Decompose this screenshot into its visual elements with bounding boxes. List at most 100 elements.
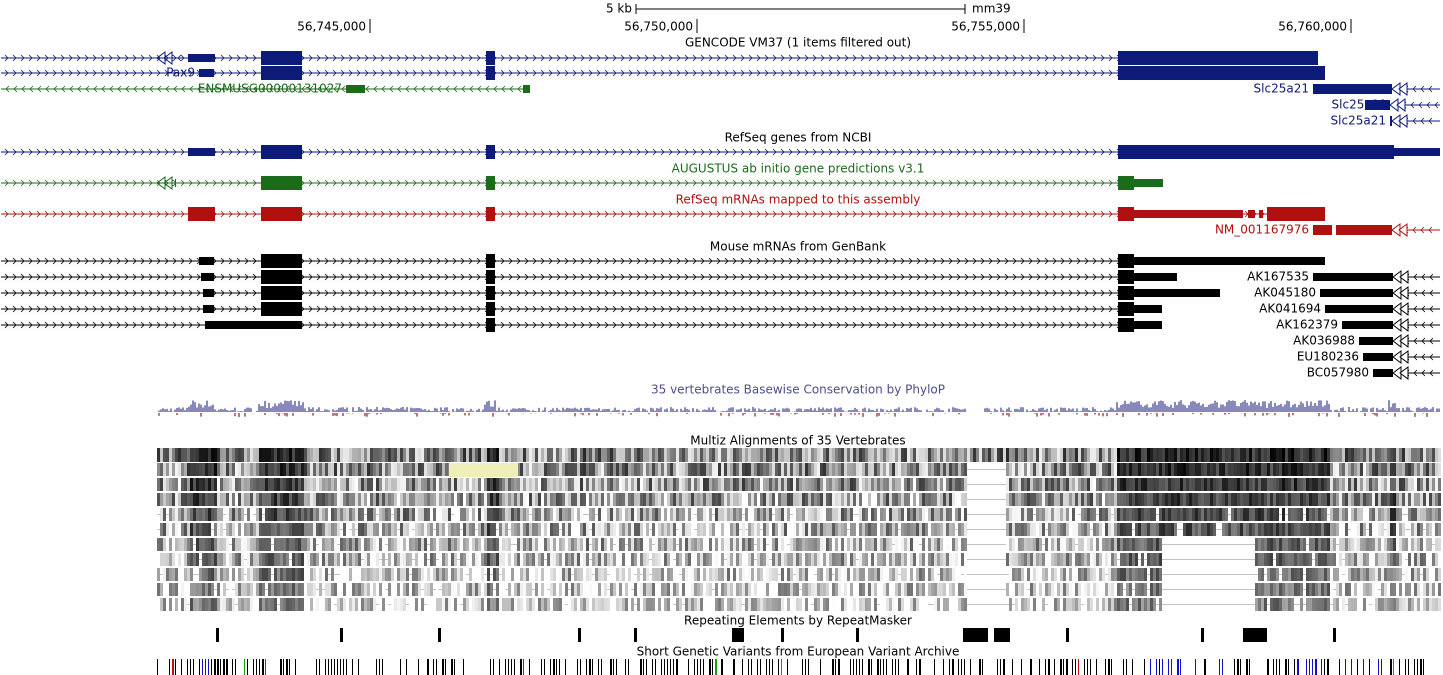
- alignment-column: [1237, 523, 1240, 536]
- alignment-column: [280, 463, 283, 476]
- alignment-column: [730, 508, 733, 521]
- alignment-column: [403, 448, 406, 462]
- alignment-column: [1030, 448, 1033, 462]
- alignment-column: [925, 478, 928, 491]
- alignment-column: [943, 583, 946, 596]
- alignment-column: [511, 568, 514, 581]
- alignment-column: [1318, 583, 1321, 596]
- alignment-column: [1390, 508, 1393, 521]
- alignment-column: [514, 598, 517, 611]
- alignment-column: [823, 463, 826, 476]
- alignment-column: [250, 463, 253, 476]
- alignment-column: [931, 553, 934, 566]
- alignment-column: [811, 568, 814, 581]
- alignment-column: [817, 508, 820, 521]
- alignment-column: [589, 478, 592, 491]
- alignment-column: [691, 568, 694, 581]
- alignment-column: [679, 538, 682, 551]
- alignment-column: [1390, 493, 1393, 506]
- alignment-column: [580, 523, 583, 536]
- alignment-column: [610, 598, 613, 611]
- alignment-column: [694, 583, 697, 596]
- alignment-column: [370, 538, 373, 551]
- alignment-column: [958, 493, 961, 506]
- alignment-column: [898, 508, 901, 521]
- alignment-column: [505, 508, 508, 521]
- alignment-column: [310, 508, 313, 521]
- alignment-column: [1300, 598, 1303, 611]
- alignment-column: [622, 583, 625, 596]
- alignment-column: [817, 478, 820, 491]
- alignment-column: [352, 598, 355, 611]
- alignment-column: [1345, 583, 1348, 596]
- alignment-column: [1426, 568, 1429, 581]
- alignment-column: [1312, 478, 1315, 491]
- alignment-column: [1015, 553, 1018, 566]
- alignment-column: [445, 583, 448, 596]
- alignment-column: [376, 538, 379, 551]
- alignment-column: [751, 463, 754, 476]
- variant: [1084, 659, 1085, 675]
- alignment-column: [535, 538, 538, 551]
- alignment-column: [694, 478, 697, 491]
- alignment-column: [571, 478, 574, 491]
- alignment-column: [493, 598, 496, 611]
- alignment-column: [505, 493, 508, 506]
- alignment-column: [235, 538, 238, 551]
- alignment-column: [766, 448, 769, 462]
- alignment-column: [925, 508, 928, 521]
- alignment-column: [862, 493, 865, 506]
- variant: [1054, 659, 1055, 675]
- alignment-column: [1312, 538, 1315, 551]
- alignment-column: [1414, 568, 1417, 581]
- alignment-column: [292, 583, 295, 596]
- alignment-column: [364, 523, 367, 536]
- alignment-column: [682, 448, 685, 462]
- alignment-column: [859, 538, 862, 551]
- alignment-column: [577, 538, 580, 551]
- alignment-column: [820, 523, 823, 536]
- variant: [454, 659, 455, 675]
- alignment-column: [871, 583, 874, 596]
- alignment-column: [1075, 448, 1078, 462]
- variant: [1321, 659, 1322, 675]
- alignment-column: [1255, 598, 1258, 611]
- alignment-column: [277, 448, 280, 462]
- alignment-column: [514, 553, 517, 566]
- alignment-column: [184, 448, 187, 462]
- alignment-column: [1198, 493, 1201, 506]
- alignment-column: [661, 463, 664, 476]
- alignment-column: [1342, 448, 1345, 462]
- alignment-column: [505, 538, 508, 551]
- overflow-arrow: [1398, 114, 1408, 128]
- alignment-column: [832, 463, 835, 476]
- alignment-column: [667, 568, 670, 581]
- alignment-column: [1396, 538, 1399, 551]
- alignment-column: [805, 448, 808, 462]
- alignment-column: [304, 493, 307, 506]
- alignment-column: [586, 448, 589, 462]
- alignment-column: [922, 493, 925, 506]
- exon: [346, 85, 365, 93]
- variant: [862, 659, 863, 675]
- alignment-column: [538, 493, 541, 506]
- alignment-column: [1138, 508, 1141, 521]
- alignment-column: [991, 448, 994, 462]
- alignment-column: [313, 493, 316, 506]
- alignment-column: [547, 538, 550, 551]
- alignment-column: [622, 508, 625, 521]
- alignment-column: [238, 448, 241, 462]
- alignment-column: [964, 478, 967, 491]
- alignment-column: [730, 478, 733, 491]
- alignment-column: [1084, 523, 1087, 536]
- alignment-column: [955, 553, 958, 566]
- alignment-column: [1216, 493, 1219, 506]
- alignment-column: [817, 598, 820, 611]
- alignment-column: [781, 478, 784, 491]
- alignment-column: [523, 598, 526, 611]
- alignment-column: [883, 493, 886, 506]
- alignment-column: [886, 523, 889, 536]
- alignment-column: [418, 538, 421, 551]
- alignment-column: [1069, 493, 1072, 506]
- variant: [1159, 659, 1160, 675]
